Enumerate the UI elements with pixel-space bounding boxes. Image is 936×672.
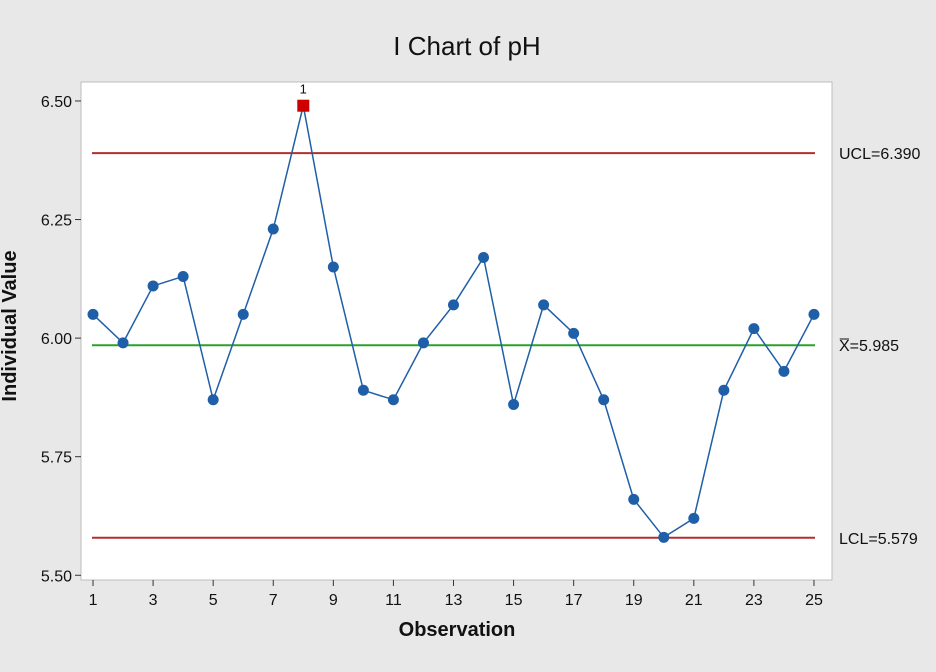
x-axis: 1 3 5 7 9 11 13 15 17 19 21 23 25: [89, 580, 823, 609]
data-point: [117, 337, 129, 349]
out-of-control-point: [297, 99, 310, 112]
data-point: [237, 308, 249, 320]
data-point: [748, 323, 760, 335]
y-tick-label: 6.25: [41, 213, 72, 230]
chart-title: I Chart of pH: [393, 31, 540, 61]
y-tick-label: 6.00: [41, 331, 72, 348]
y-axis-label: Individual Value: [0, 250, 21, 401]
y-axis: 5.50 5.75 6.00 6.25 6.50: [41, 94, 81, 585]
data-point: [718, 384, 730, 396]
data-point: [447, 299, 459, 311]
x-tick-label: 1: [89, 592, 98, 609]
data-point: [538, 299, 550, 311]
plot-area: [80, 81, 833, 581]
y-tick-label: 5.75: [41, 450, 72, 467]
x-tick-label: 7: [269, 592, 278, 609]
data-point: [387, 394, 399, 406]
limit-label-lcl: LCL=5.579: [839, 531, 918, 548]
control-limits: UCL=6.390 X̅=5.985 LCL=5.579: [92, 146, 920, 548]
limit-label-cl: X̅=5.985: [839, 337, 899, 355]
data-point: [207, 394, 219, 406]
data-point: [87, 308, 99, 320]
data-point: [628, 493, 640, 505]
x-tick-label: 15: [505, 592, 523, 609]
data-point: [598, 394, 610, 406]
data-point: [778, 365, 790, 377]
x-axis-label: Observation: [399, 619, 516, 641]
y-tick-label: 5.50: [41, 568, 72, 585]
data-point: [267, 223, 279, 235]
data-point: [508, 399, 520, 411]
data-point: [478, 251, 490, 263]
data-point: [688, 512, 700, 524]
data-point: [147, 280, 159, 292]
x-tick-label: 5: [209, 592, 218, 609]
data-point: [417, 337, 429, 349]
x-tick-label: 11: [385, 592, 402, 609]
x-tick-label: 19: [625, 592, 643, 609]
data-point: [177, 270, 189, 282]
data-point: [357, 384, 369, 396]
x-tick-label: 21: [685, 592, 703, 609]
x-tick-label: 25: [805, 592, 823, 609]
data-points: 1: [87, 82, 820, 543]
data-point: [568, 327, 580, 339]
data-point: [808, 308, 820, 320]
y-tick-label: 6.50: [41, 94, 72, 111]
x-tick-label: 3: [149, 592, 158, 609]
test-failure-flag: 1: [300, 82, 307, 97]
x-tick-label: 13: [445, 592, 463, 609]
x-tick-label: 23: [745, 592, 763, 609]
x-tick-label: 17: [565, 592, 583, 609]
limit-label-ucl: UCL=6.390: [839, 146, 920, 163]
x-tick-label: 9: [329, 592, 338, 609]
data-point: [327, 261, 339, 273]
data-point: [658, 531, 670, 543]
